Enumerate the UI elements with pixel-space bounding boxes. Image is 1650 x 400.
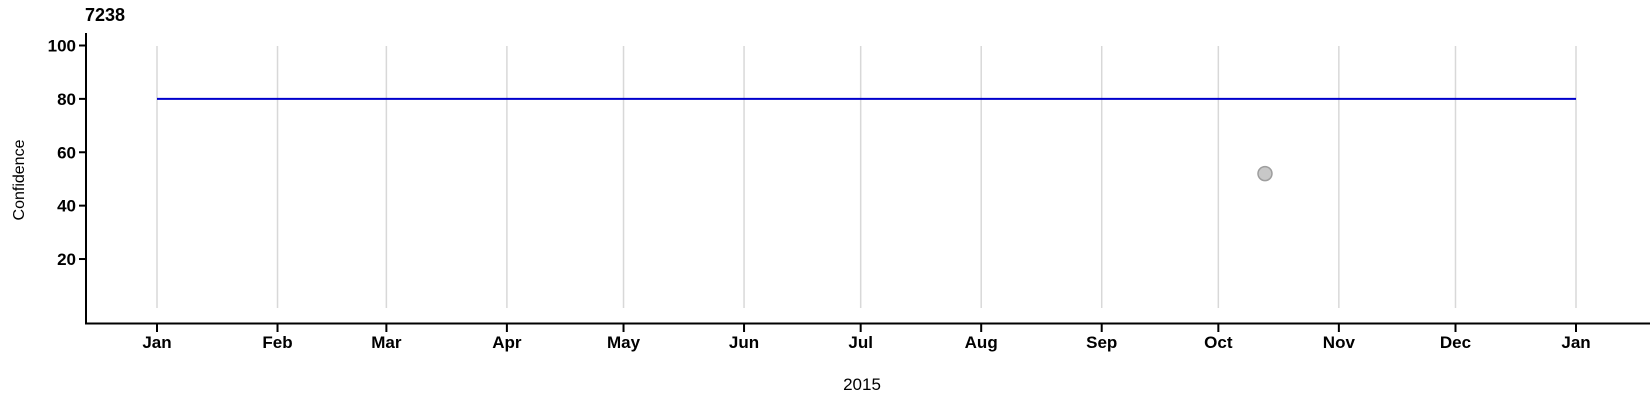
x-tick-label: Sep [1086, 333, 1117, 352]
y-tick-label: 20 [57, 250, 76, 269]
x-axis-ticks: Jan Feb Mar Apr May Jun Jul Aug Sep Oct Nov Dec Jan [142, 323, 1591, 352]
x-tick-label: Jan [1561, 333, 1590, 352]
y-axis-label: Confidence [11, 139, 28, 220]
x-tick-label: Jan [142, 333, 171, 352]
y-axis-ticks: 20 40 60 80 100 [48, 37, 86, 269]
y-tick-label: 40 [57, 197, 76, 216]
x-axis-label: 2015 [843, 375, 881, 394]
x-tick-label: Jul [848, 333, 873, 352]
x-tick-label: Jun [729, 333, 759, 352]
x-tick-label: Aug [965, 333, 998, 352]
x-tick-label: May [607, 333, 641, 352]
y-tick-label: 100 [48, 37, 76, 56]
x-tick-label: Feb [262, 333, 292, 352]
y-tick-label: 60 [57, 143, 76, 162]
x-tick-label: Dec [1440, 333, 1471, 352]
x-tick-label: Oct [1204, 333, 1233, 352]
x-tick-label: Mar [371, 333, 402, 352]
forecast-point [1257, 165, 1273, 182]
x-tick-label: Apr [492, 333, 522, 352]
y-tick-label: 80 [57, 90, 76, 109]
data-points [1257, 165, 1273, 182]
x-tick-label: Nov [1323, 333, 1356, 352]
chart-title: 7238 [85, 5, 125, 25]
vertical-gridlines [156, 46, 1577, 308]
